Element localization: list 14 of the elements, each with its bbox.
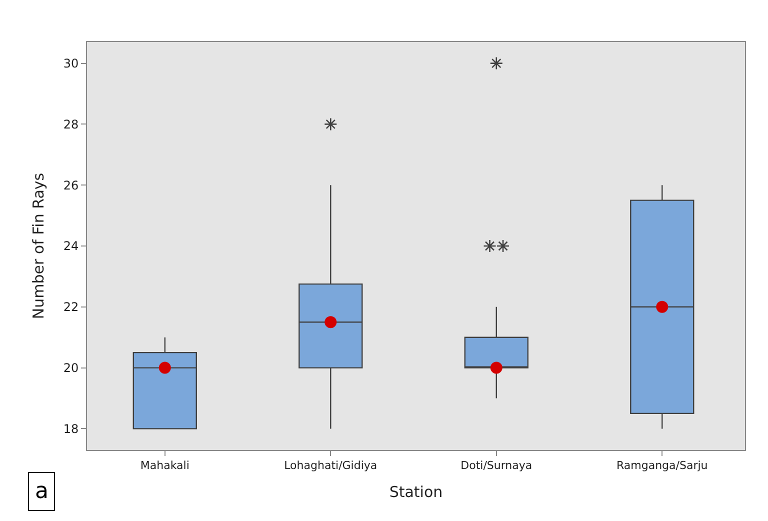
y-tick-label: 22 [63,300,79,314]
x-axis-title: Station [389,483,443,502]
x-tick-label: Mahakali [140,459,190,472]
y-tick-label: 24 [63,239,79,254]
x-tick-label: Doti/Surnaya [460,459,532,472]
x-tick-label: Lohaghati/Gidiya [284,459,378,472]
y-tick-label: 28 [63,117,79,132]
y-tick-label: 20 [63,360,79,375]
y-tick-label: 30 [63,56,79,71]
y-axis-title: Number of Fin Rays [30,172,48,320]
x-tick-label: Ramganga/Sarju [616,459,708,472]
y-tick-label: 26 [63,178,79,192]
y-tick-label: 18 [63,422,79,436]
text: a [35,479,48,504]
